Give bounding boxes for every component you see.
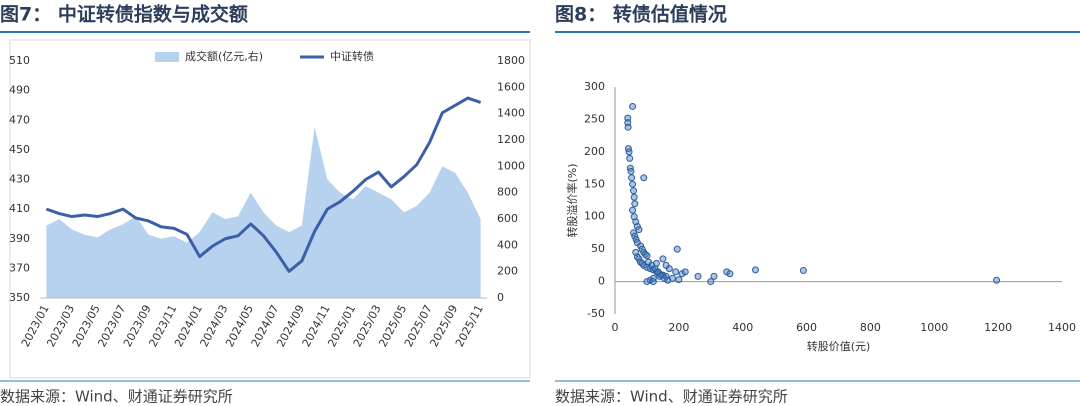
y2-tick-label: 1800 [497, 54, 525, 67]
y-tick-label: 390 [9, 232, 30, 245]
y2-tick-label: 200 [497, 265, 518, 278]
y2-tick-label: 1600 [497, 80, 525, 93]
point [672, 268, 680, 276]
point [707, 278, 715, 286]
y-tick-label: 300 [584, 80, 605, 93]
y-tick-label: 510 [9, 54, 30, 67]
point [640, 174, 648, 182]
y-tick-label: 370 [9, 261, 30, 274]
point [638, 245, 646, 253]
y2-tick-label: 600 [497, 212, 518, 225]
point [629, 180, 637, 188]
point [637, 242, 645, 250]
y-tick-label: 350 [9, 291, 30, 304]
x-tick-label: 1200 [984, 321, 1012, 334]
index-line [45, 96, 482, 273]
y2-tick-label: 800 [497, 186, 518, 199]
y2-tick-label: 0 [497, 291, 504, 304]
point [681, 268, 689, 276]
legend-swatch [155, 52, 179, 62]
point [630, 187, 638, 195]
y-tick-label: 50 [591, 242, 605, 255]
point [627, 167, 635, 175]
point [631, 200, 639, 208]
legend-label: 中证转债 [330, 49, 374, 63]
point [624, 123, 632, 131]
legend-label: 成交额(亿元,右) [185, 49, 263, 63]
point [643, 278, 651, 286]
point [662, 261, 670, 269]
point [659, 255, 667, 263]
y-tick-label: 250 [584, 112, 605, 125]
y-tick-label: 410 [9, 202, 30, 215]
point [630, 193, 638, 201]
x-tick-label: 600 [796, 321, 817, 334]
y-tick-label: 100 [584, 210, 605, 223]
x-tick-label: 800 [860, 321, 881, 334]
point [726, 270, 734, 278]
point [673, 245, 681, 253]
y-tick-label: 0 [598, 275, 605, 288]
y2-tick-label: 1200 [497, 133, 525, 146]
point [643, 252, 651, 260]
x-tick-label: 1000 [920, 321, 948, 334]
point [710, 272, 718, 280]
source: 数据来源：Wind、财通证券研究所 [555, 388, 788, 406]
point [664, 276, 672, 284]
y-tick-label: 200 [584, 145, 605, 158]
y2-tick-label: 1000 [497, 159, 525, 172]
x-axis-label: 转股价值(元) [807, 339, 871, 353]
chart-title: 图8： 转债估值情况 [555, 3, 727, 26]
y-tick-label: 430 [9, 173, 30, 186]
x-tick-label: 1400 [1048, 321, 1076, 334]
y-tick-label: 470 [9, 113, 30, 126]
chart-title: 图7： 中证转债指数与成交额 [0, 3, 248, 26]
chart-frame [9, 39, 531, 379]
point [629, 102, 637, 110]
point [649, 278, 657, 286]
y-tick-label: 450 [9, 143, 30, 156]
point [993, 276, 1001, 284]
point [653, 259, 661, 267]
x-tick-label: 200 [668, 321, 689, 334]
point [628, 174, 636, 182]
point [625, 148, 633, 156]
point [675, 276, 683, 284]
source: 数据来源：Wind、财通证券研究所 [0, 388, 233, 406]
volume-area [46, 126, 481, 298]
point [635, 226, 643, 234]
y2-tick-label: 1400 [497, 107, 525, 120]
point [751, 266, 759, 274]
y2-tick-label: 400 [497, 238, 518, 251]
point [694, 272, 702, 280]
y-tick-label: 150 [584, 177, 605, 190]
point [799, 267, 807, 275]
y-axis-label: 转股溢价率(%) [565, 163, 579, 237]
y-tick-label: -50 [587, 307, 605, 320]
point [626, 154, 634, 162]
y-tick-label: 490 [9, 84, 30, 97]
point [629, 206, 637, 214]
x-tick-label: 400 [732, 321, 753, 334]
point [633, 222, 641, 230]
x-tick-label: 0 [612, 321, 619, 334]
